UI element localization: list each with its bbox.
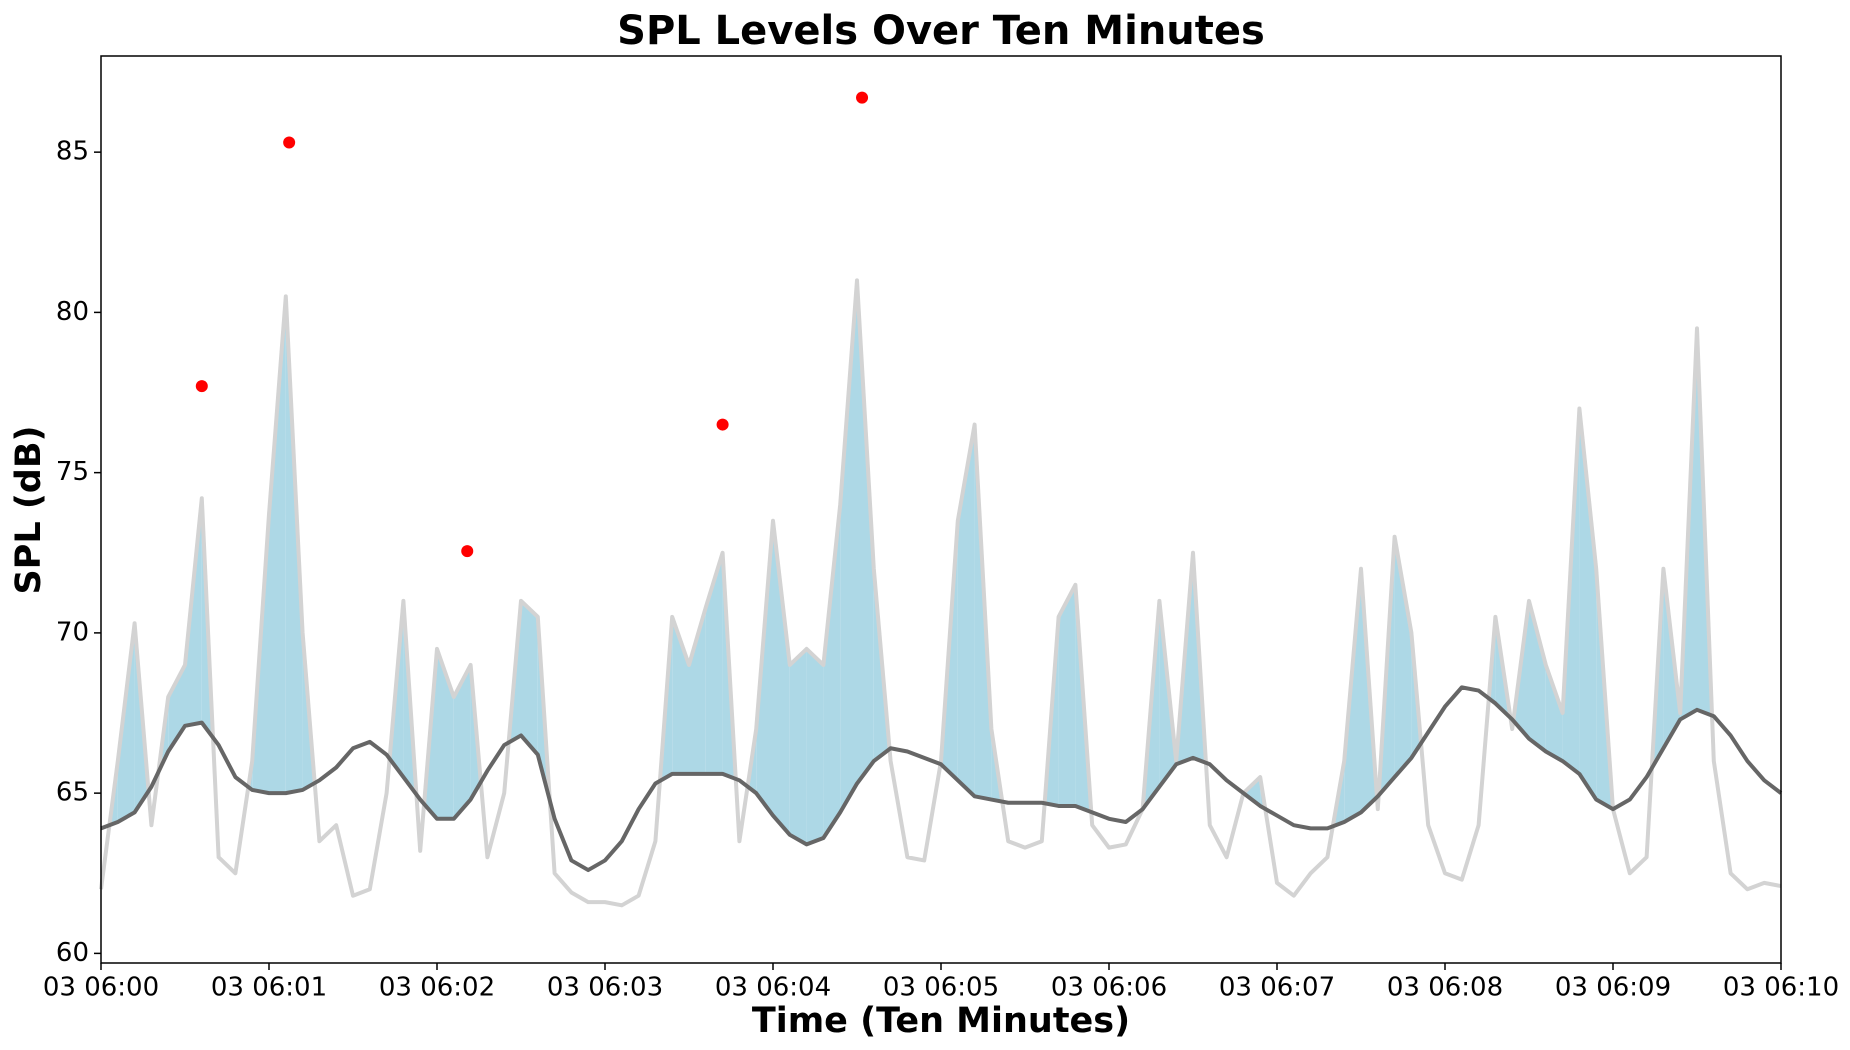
y-axis-label: SPL (dB) [9, 425, 49, 594]
x-tick-label: 03 06:07 [1219, 973, 1335, 1003]
y-tick-label: 85 [56, 137, 89, 167]
x-tick-label: 03 06:04 [715, 973, 831, 1003]
fill-area [857, 280, 874, 784]
x-tick-label: 03 06:09 [1555, 973, 1671, 1003]
y-tick-label: 80 [56, 297, 89, 327]
fill-area [957, 424, 975, 797]
event-point [856, 91, 869, 104]
line [100, 685, 1783, 873]
x-tick-label: 03 06:10 [1723, 973, 1839, 1003]
fill-area [705, 552, 723, 774]
y-tick-label: 65 [56, 778, 89, 808]
x-axis-label: Time (Ten Minutes) [752, 1001, 1130, 1041]
fill-area [1579, 408, 1597, 800]
fill-area [1394, 536, 1412, 778]
fill-area [437, 648, 454, 819]
fill-area [1529, 600, 1546, 752]
x-tick-label: 03 06:00 [43, 973, 159, 1003]
fill-area [1545, 664, 1563, 762]
y-tick-label: 75 [56, 457, 89, 487]
x-tick-label: 03 06:03 [547, 973, 663, 1003]
chart-title: SPL Levels Over Ten Minutes [617, 8, 1265, 54]
fill-area [773, 520, 790, 835]
fill-area [806, 648, 824, 845]
x-tick-label: 03 06:01 [211, 973, 327, 1003]
fill-area [789, 648, 807, 845]
fill-area [840, 280, 857, 813]
event-point [195, 380, 208, 393]
fill-area [269, 296, 286, 794]
fill-area [1243, 777, 1261, 806]
event-point [283, 136, 296, 149]
fill-area [521, 600, 538, 755]
x-tick-label: 03 06:08 [1387, 973, 1503, 1003]
x-tick-label: 03 06:02 [379, 973, 495, 1003]
line [99, 278, 1782, 908]
fill-area [689, 607, 706, 774]
event-point [461, 545, 474, 558]
x-tick-label: 03 06:05 [883, 973, 999, 1003]
fill-area [453, 664, 471, 819]
y-tick-label: 70 [56, 617, 89, 647]
y-tick-label: 60 [56, 938, 89, 968]
fill-area [823, 504, 841, 839]
event-point [716, 418, 729, 431]
fill-area [1058, 584, 1076, 806]
x-tick-label: 03 06:06 [1051, 973, 1167, 1003]
